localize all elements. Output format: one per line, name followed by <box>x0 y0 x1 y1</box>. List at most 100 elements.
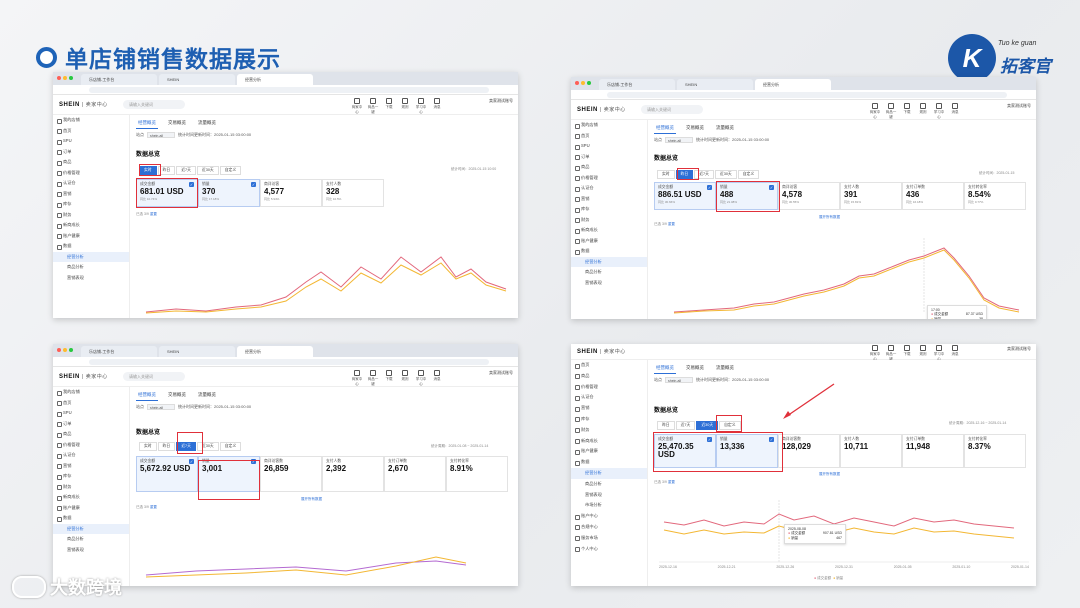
sidebar-item[interactable]: 账户健康 <box>571 446 647 457</box>
tab-trade[interactable]: 交易概览 <box>686 365 704 370</box>
header-icon[interactable]: 商品一键 <box>367 98 379 115</box>
header-icon[interactable]: 消息 <box>949 345 961 362</box>
search-input[interactable]: 请输入关键词 <box>641 105 703 114</box>
header-icon[interactable]: 学习中心 <box>415 370 427 387</box>
browser-tab[interactable]: SHEIN <box>159 74 235 85</box>
subtab[interactable]: 实时 <box>657 170 675 179</box>
subtab-30days[interactable]: 近30天 <box>696 421 719 430</box>
sidebar-item[interactable]: 服务市场 <box>571 533 647 544</box>
header-icon[interactable]: 下载 <box>383 370 395 387</box>
sidebar-item[interactable]: 订单 <box>571 152 647 163</box>
search-input[interactable]: 请输入关键词 <box>123 372 185 381</box>
reset-link[interactable]: 重置 <box>667 222 675 226</box>
sidebar-item-active[interactable]: 经营分析 <box>53 523 129 534</box>
sidebar-item-active[interactable]: 经营分析 <box>571 467 647 479</box>
metric-card[interactable]: 商详访客数 128,029 <box>778 434 840 468</box>
metric-card[interactable]: 商详访客 4,577 同比 5.94% <box>260 179 322 207</box>
checkbox-icon[interactable]: ✓ <box>769 437 774 442</box>
browser-tab[interactable]: SHEIN <box>159 346 235 357</box>
metric-card[interactable]: 支付转化率 8.91% <box>446 456 508 492</box>
expand-link[interactable]: 展开所有数据 <box>301 497 322 501</box>
header-icon[interactable]: 消息 <box>949 103 961 120</box>
expand-link[interactable]: 展开所有数据 <box>819 472 840 476</box>
sidebar-item[interactable]: 营销 <box>53 461 129 472</box>
metric-card[interactable]: 销量 370 同比 17.18% ✓ <box>198 179 260 207</box>
sidebar-item[interactable]: 市场分析 <box>585 502 602 508</box>
sidebar-item[interactable]: 首页 <box>53 398 129 409</box>
header-icon[interactable]: 下载 <box>901 103 913 120</box>
sidebar-item[interactable]: 新商成长 <box>53 220 129 231</box>
sidebar-item[interactable]: 商品 <box>53 429 129 440</box>
user-menu[interactable]: 卖家测试账号 <box>489 370 513 375</box>
tab-overview[interactable]: 经营概览 <box>654 363 676 374</box>
sidebar-item[interactable]: 账户中心 <box>571 511 647 522</box>
metric-card[interactable]: 支付人数 10,711 <box>840 434 902 468</box>
tab-trade[interactable]: 交易概览 <box>168 120 186 125</box>
header-icon[interactable]: 下载 <box>901 345 913 362</box>
header-icon[interactable]: 商品一键 <box>885 103 897 120</box>
sidebar-item[interactable]: 商品分析 <box>67 264 84 269</box>
sidebar-item[interactable]: 认证仓 <box>53 178 129 189</box>
sidebar-item[interactable]: 我的店铺 <box>571 120 647 131</box>
sidebar-item[interactable]: 商品分析 <box>67 536 84 541</box>
checkbox-icon[interactable]: ✓ <box>189 459 194 464</box>
sidebar-item[interactable]: 营销 <box>571 403 647 414</box>
sidebar-item[interactable]: 财务 <box>53 210 129 221</box>
sidebar-item[interactable]: 账户健康 <box>571 236 647 247</box>
subtab[interactable]: 自定义 <box>219 442 242 451</box>
sidebar-item[interactable]: 营销表现 <box>585 279 602 285</box>
sidebar-item[interactable]: SPU <box>53 136 129 147</box>
browser-tab[interactable]: 乐店铺-工作台 <box>599 79 675 90</box>
sidebar-item[interactable]: 我的店铺 <box>53 115 129 126</box>
site-filter[interactable]: 站点 shein-all 统计时间更新时间：2025-01-15 03:00:00 <box>654 137 770 143</box>
checkbox-icon[interactable]: ✓ <box>189 182 194 187</box>
url-bar[interactable] <box>53 357 518 367</box>
metric-card[interactable]: 商详访客数 26,859 <box>260 456 322 492</box>
subtab-yesterday[interactable]: 昨日 <box>675 170 694 179</box>
sidebar-item[interactable]: 订单 <box>53 147 129 158</box>
subtab[interactable]: 昨日 <box>157 166 176 175</box>
header-icon[interactable]: 规则 <box>917 345 929 362</box>
checkbox-icon[interactable]: ✓ <box>707 437 712 442</box>
subtab[interactable]: 近7天 <box>675 421 696 430</box>
subtab[interactable]: 近7天 <box>176 166 196 175</box>
subtab[interactable]: 自定义 <box>219 166 242 175</box>
metric-card[interactable]: 销量 488 同比 21.08% ✓ <box>716 182 778 210</box>
sidebar-item[interactable]: 认证仓 <box>571 392 647 403</box>
metric-card[interactable]: 支付人数 328 同比 10.5% <box>322 179 384 207</box>
sidebar-item[interactable]: SPU <box>53 408 129 419</box>
sidebar-item[interactable]: 我的店铺 <box>53 387 129 398</box>
sidebar-item[interactable]: 认证仓 <box>53 450 129 461</box>
site-filter[interactable]: 站点 shein-all 统计时间更新时间：2025-01-15 03:00:00 <box>136 132 252 138</box>
subtab[interactable]: 近30天 <box>714 170 737 179</box>
metric-card[interactable]: 支付人数 2,392 <box>322 456 384 492</box>
metric-card[interactable]: 支付转化率 8.54% 同比 0.77% <box>964 182 1026 210</box>
tab-trade[interactable]: 交易概览 <box>168 392 186 397</box>
header-icon[interactable]: 商品一键 <box>367 370 379 387</box>
site-filter[interactable]: 站点 shein-all 统计时间更新时间：2025-01-15 03:00:00 <box>136 404 252 410</box>
sidebar-item[interactable]: 新商成长 <box>53 492 129 503</box>
sidebar-item[interactable]: 价格管理 <box>571 382 647 393</box>
sidebar-item[interactable]: 营销表现 <box>585 491 602 497</box>
sidebar-item[interactable]: 个人中心 <box>571 544 647 555</box>
header-icon[interactable]: 商家中心 <box>351 370 363 387</box>
subtab[interactable]: 昨日 <box>157 442 176 451</box>
sidebar-item[interactable]: 营销 <box>53 189 129 200</box>
header-icon[interactable]: 消息 <box>431 98 443 115</box>
search-input[interactable]: 请输入关键词 <box>123 100 185 109</box>
sidebar-item[interactable]: 商品分析 <box>585 269 602 274</box>
sidebar-item[interactable]: 商品分析 <box>585 480 602 486</box>
checkbox-icon[interactable]: ✓ <box>251 182 256 187</box>
sidebar-item[interactable]: SPU <box>571 141 647 152</box>
site-filter[interactable]: 站点 shein-all 统计时间更新时间：2025-01-15 03:00:00 <box>654 377 770 383</box>
sidebar-item[interactable]: 数据 <box>53 513 129 524</box>
sidebar-item[interactable]: 价格管理 <box>53 168 129 179</box>
sidebar-item[interactable]: 商品 <box>571 371 647 382</box>
metric-card[interactable]: 成交金额 886.51 USD 同比 30.66% ✓ <box>654 182 716 210</box>
subtab[interactable]: 近30天 <box>196 166 219 175</box>
sidebar-item[interactable]: 库存 <box>53 199 129 210</box>
browser-tab-active[interactable]: 经营分析 <box>237 346 313 357</box>
sidebar-item[interactable]: 新商成长 <box>571 225 647 236</box>
metric-card[interactable]: 支付订单数 2,670 <box>384 456 446 492</box>
browser-tab-active[interactable]: 经营分析 <box>237 74 313 85</box>
